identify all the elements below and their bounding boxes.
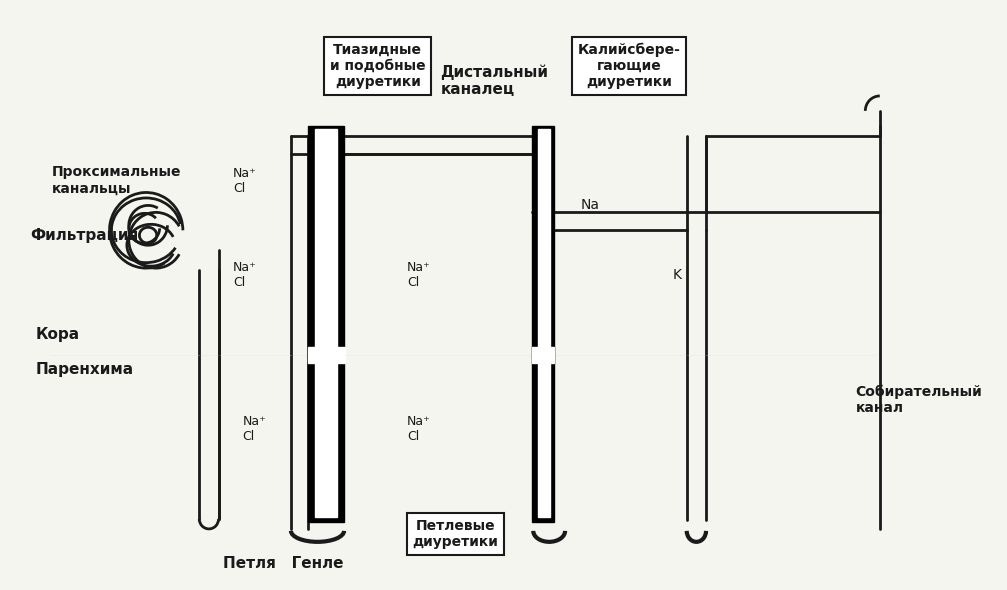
Text: Петлевые
диуретики: Петлевые диуретики xyxy=(412,519,498,549)
Bar xyxy=(533,126,554,522)
Text: Na⁺
Cl: Na⁺ Cl xyxy=(407,415,431,443)
Text: Петля   Генле: Петля Генле xyxy=(224,556,344,571)
Text: Паренхима: Паренхима xyxy=(35,362,133,377)
Text: Проксимальные
канальцы: Проксимальные канальцы xyxy=(51,165,181,196)
Text: K: K xyxy=(673,268,682,282)
Bar xyxy=(308,126,344,522)
Text: Na⁺
Cl: Na⁺ Cl xyxy=(407,261,431,289)
Text: Собирательный
канал: Собирательный канал xyxy=(856,384,983,415)
Bar xyxy=(533,347,555,363)
Text: Кора: Кора xyxy=(35,327,80,342)
Text: Na⁺
Cl: Na⁺ Cl xyxy=(233,261,257,289)
Text: Na⁺
Cl: Na⁺ Cl xyxy=(233,166,257,195)
Text: Тиазидные
и подобные
диуретики: Тиазидные и подобные диуретики xyxy=(330,43,426,89)
Text: Калийсбере-
гающие
диуретики: Калийсбере- гающие диуретики xyxy=(577,42,681,90)
Bar xyxy=(538,129,550,517)
Bar xyxy=(315,129,337,517)
Text: Фильтрация: Фильтрация xyxy=(30,228,139,242)
Text: Na⁺
Cl: Na⁺ Cl xyxy=(243,415,267,443)
Text: Дистальный
каналец: Дистальный каналец xyxy=(441,64,549,97)
Bar xyxy=(308,347,345,363)
Text: Na: Na xyxy=(581,198,600,212)
